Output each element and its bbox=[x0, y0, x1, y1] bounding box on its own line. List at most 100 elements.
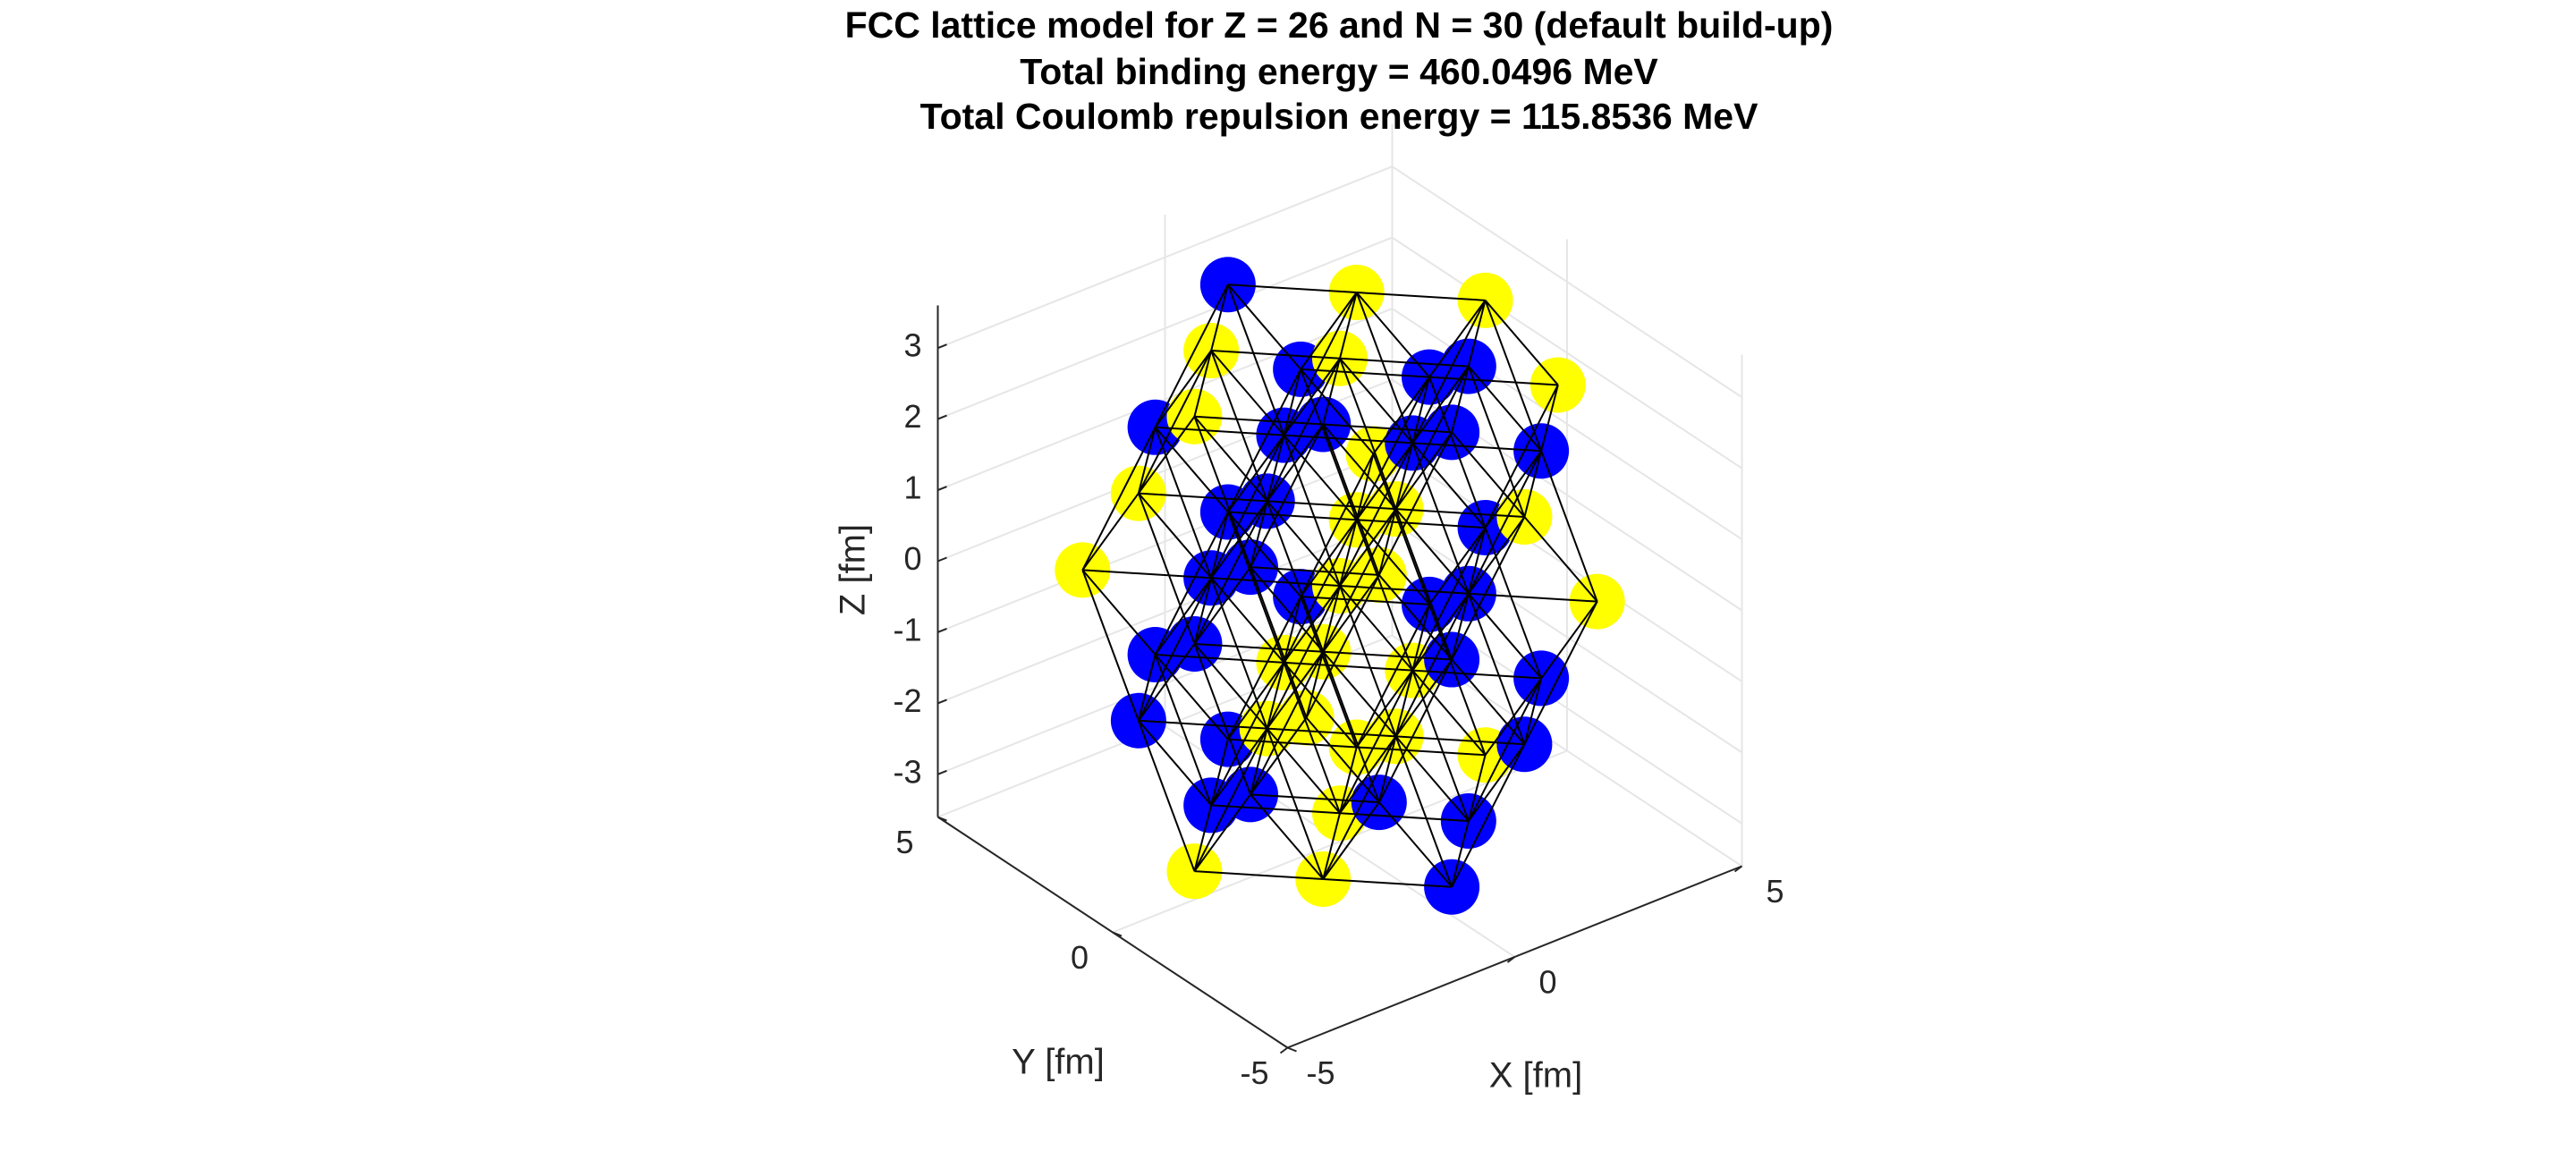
bond bbox=[1339, 585, 1469, 595]
bond bbox=[1484, 450, 1542, 529]
z-axis-label: Z [fm] bbox=[834, 524, 873, 615]
bond bbox=[1411, 527, 1487, 672]
bond bbox=[1411, 670, 1470, 822]
z-tick-label: 1 bbox=[903, 470, 921, 506]
x-tick-label: 5 bbox=[1766, 873, 1784, 910]
bond bbox=[1468, 743, 1526, 822]
bond bbox=[1137, 577, 1213, 722]
bond bbox=[1300, 292, 1358, 370]
bond bbox=[1300, 596, 1358, 748]
x-tick bbox=[1506, 956, 1516, 963]
bond bbox=[1250, 566, 1379, 576]
bond bbox=[1226, 596, 1302, 741]
bond bbox=[1138, 719, 1267, 730]
bond bbox=[1266, 662, 1285, 729]
grid-line bbox=[1391, 521, 1743, 754]
bond bbox=[1154, 511, 1229, 656]
bond bbox=[1394, 670, 1414, 737]
z-tick-label: 3 bbox=[903, 327, 921, 364]
bond bbox=[1138, 720, 1212, 807]
bond bbox=[1250, 728, 1268, 795]
bond bbox=[1210, 512, 1229, 579]
bond bbox=[1193, 350, 1213, 417]
bond bbox=[1250, 424, 1325, 568]
bond bbox=[1339, 292, 1358, 360]
y-tick-label: 5 bbox=[895, 824, 913, 860]
bond bbox=[1210, 284, 1229, 351]
bond bbox=[1081, 569, 1157, 656]
x-tick bbox=[1733, 865, 1743, 873]
bond bbox=[1468, 593, 1542, 680]
bond bbox=[1227, 511, 1357, 521]
chart-subtitle: Total binding energy = 460.0496 MeV bbox=[1020, 51, 1658, 92]
bond bbox=[1266, 728, 1325, 880]
bond bbox=[1194, 415, 1324, 426]
bond bbox=[1377, 736, 1397, 803]
bond bbox=[1323, 877, 1453, 888]
y-axis-label: Y [fm] bbox=[1012, 1043, 1105, 1082]
bond bbox=[1484, 527, 1543, 679]
bond bbox=[1451, 366, 1470, 433]
bond bbox=[1355, 292, 1430, 378]
bond bbox=[1378, 574, 1453, 661]
bond bbox=[1081, 492, 1140, 571]
z-tick bbox=[937, 414, 947, 420]
z-tick-label: 2 bbox=[903, 398, 921, 435]
grid-line bbox=[1391, 591, 1743, 825]
bond bbox=[1467, 366, 1526, 518]
bond bbox=[1300, 519, 1358, 597]
z-tick bbox=[937, 769, 947, 775]
bond bbox=[1210, 728, 1268, 807]
y-tick bbox=[1112, 931, 1123, 937]
grid-line bbox=[937, 450, 1393, 633]
bond bbox=[1428, 300, 1487, 378]
bond bbox=[1355, 519, 1414, 671]
bond bbox=[1411, 377, 1430, 444]
z-tick bbox=[937, 343, 947, 350]
bond bbox=[1451, 820, 1470, 888]
bond bbox=[1339, 812, 1469, 823]
bond bbox=[1137, 427, 1157, 494]
bond bbox=[1322, 508, 1397, 653]
bond bbox=[1193, 500, 1268, 645]
bond bbox=[1395, 508, 1525, 518]
z-tick-label: 0 bbox=[903, 540, 921, 577]
bond bbox=[1467, 677, 1543, 822]
bond bbox=[1305, 574, 1380, 718]
bond bbox=[1411, 443, 1470, 595]
bond bbox=[1154, 427, 1229, 513]
bond bbox=[1193, 416, 1251, 568]
bond bbox=[1301, 596, 1430, 605]
bond bbox=[1378, 801, 1453, 888]
bond bbox=[1394, 736, 1453, 888]
bond bbox=[1484, 384, 1559, 529]
bond bbox=[1484, 300, 1559, 386]
bond bbox=[1411, 442, 1487, 529]
bond bbox=[1210, 350, 1268, 502]
bond bbox=[1339, 519, 1358, 587]
bond bbox=[1250, 793, 1379, 804]
z-tick-label: -3 bbox=[893, 753, 921, 790]
bond bbox=[1154, 577, 1212, 656]
bond bbox=[1300, 453, 1375, 597]
x-tick bbox=[1279, 1046, 1289, 1054]
bond bbox=[1194, 870, 1324, 880]
bond bbox=[1323, 423, 1453, 434]
bond bbox=[1355, 604, 1430, 748]
bond bbox=[1468, 592, 1597, 603]
bond bbox=[1137, 493, 1196, 645]
bond bbox=[1467, 450, 1543, 595]
bond bbox=[1323, 650, 1453, 661]
bond bbox=[1412, 442, 1542, 453]
bond bbox=[1355, 292, 1414, 444]
bond bbox=[1193, 643, 1268, 730]
bond bbox=[1540, 385, 1559, 452]
bond bbox=[1301, 368, 1430, 378]
bond bbox=[1154, 654, 1229, 741]
bond bbox=[1377, 659, 1453, 803]
bond bbox=[1250, 651, 1325, 795]
grid-line bbox=[937, 165, 1393, 350]
bond bbox=[1468, 365, 1542, 452]
bond bbox=[1266, 423, 1325, 502]
bond bbox=[1267, 500, 1396, 511]
